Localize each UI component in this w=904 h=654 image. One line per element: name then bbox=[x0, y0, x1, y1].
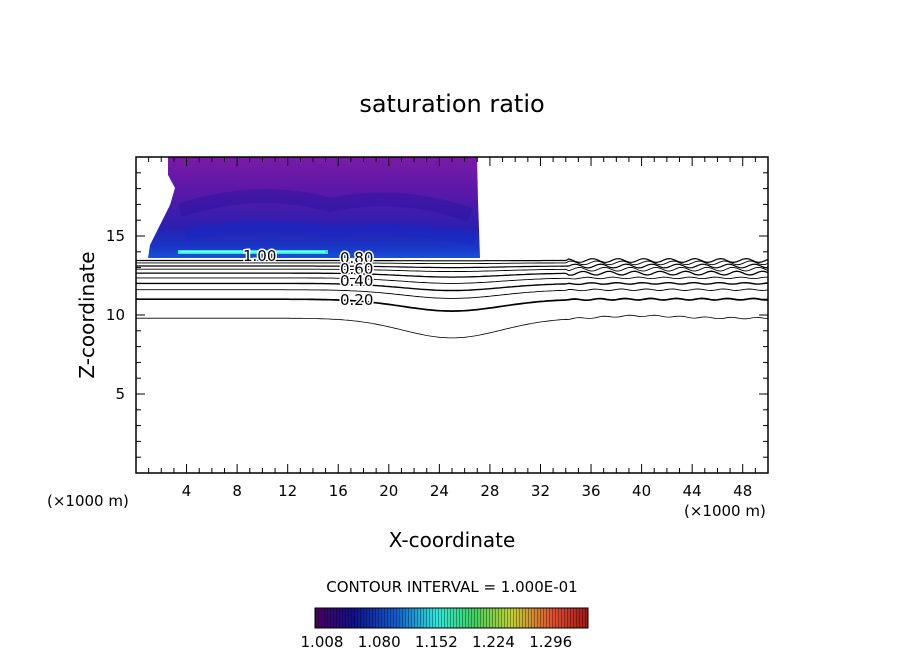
colorbar-label: 1.152 bbox=[415, 633, 458, 651]
contour-line bbox=[136, 263, 769, 269]
colorbar bbox=[314, 607, 589, 629]
colorbar-label: 1.224 bbox=[472, 633, 515, 651]
chart-title: saturation ratio bbox=[359, 90, 544, 118]
contour-label-0.60: 0.60 bbox=[340, 260, 373, 278]
contour-line bbox=[136, 270, 769, 278]
x-axis-unit-right: (×1000 m) bbox=[684, 502, 766, 520]
x-tick-label: 36 bbox=[581, 482, 600, 500]
colorbar-label: 1.080 bbox=[358, 633, 401, 651]
contour-interval-text: CONTOUR INTERVAL = 1.000E-01 bbox=[326, 578, 577, 596]
saturation-fill-region bbox=[148, 157, 480, 258]
colorbar-label: 1.008 bbox=[301, 633, 344, 651]
y-axis-label: Z-coordinate bbox=[75, 251, 99, 378]
y-tick-labels: 5 10 15 bbox=[106, 227, 125, 403]
contour-line bbox=[136, 288, 769, 299]
x-axis-unit-left: (×1000 m) bbox=[47, 492, 129, 510]
contour-labels: 1.00 0.80 0.60 0.40 0.20 bbox=[242, 246, 375, 311]
x-tick-label: 48 bbox=[733, 482, 752, 500]
x-tick-label: 16 bbox=[329, 482, 348, 500]
x-tick-label: 24 bbox=[430, 482, 449, 500]
contour-line bbox=[136, 260, 769, 266]
y-tick-label: 5 bbox=[115, 385, 125, 403]
x-tick-label: 20 bbox=[379, 482, 398, 500]
x-tick-label: 32 bbox=[531, 482, 550, 500]
contour-label-0.40: 0.40 bbox=[340, 272, 373, 290]
contour-line bbox=[136, 266, 769, 273]
x-tick-label: 44 bbox=[683, 482, 702, 500]
contour-label-0.20: 0.20 bbox=[340, 291, 373, 309]
contour-line bbox=[136, 281, 769, 292]
contour-label-0.80: 0.80 bbox=[340, 249, 373, 267]
contour-label-1.00: 1.00 bbox=[243, 247, 276, 265]
x-tick-label: 28 bbox=[480, 482, 499, 500]
x-tick-label: 8 bbox=[232, 482, 242, 500]
y-tick-label: 15 bbox=[106, 227, 125, 245]
y-tick-label: 10 bbox=[106, 306, 125, 324]
x-tick-label: 4 bbox=[182, 482, 192, 500]
colorbar-label: 1.296 bbox=[529, 633, 572, 651]
contour-line bbox=[136, 297, 768, 312]
x-tick-label: 12 bbox=[278, 482, 297, 500]
x-axis-label: X-coordinate bbox=[389, 528, 516, 552]
contour-line bbox=[136, 276, 768, 284]
contour-line bbox=[136, 257, 769, 264]
x-tick-label: 40 bbox=[632, 482, 651, 500]
x-tick-labels: 4 8 12 16 20 24 28 32 36 40 44 48 bbox=[182, 482, 752, 500]
contour-lines bbox=[136, 257, 769, 339]
axis-ticks bbox=[136, 157, 768, 473]
colorbar-labels: 1.008 1.080 1.152 1.224 1.296 bbox=[301, 633, 573, 651]
contour-line bbox=[136, 314, 769, 339]
